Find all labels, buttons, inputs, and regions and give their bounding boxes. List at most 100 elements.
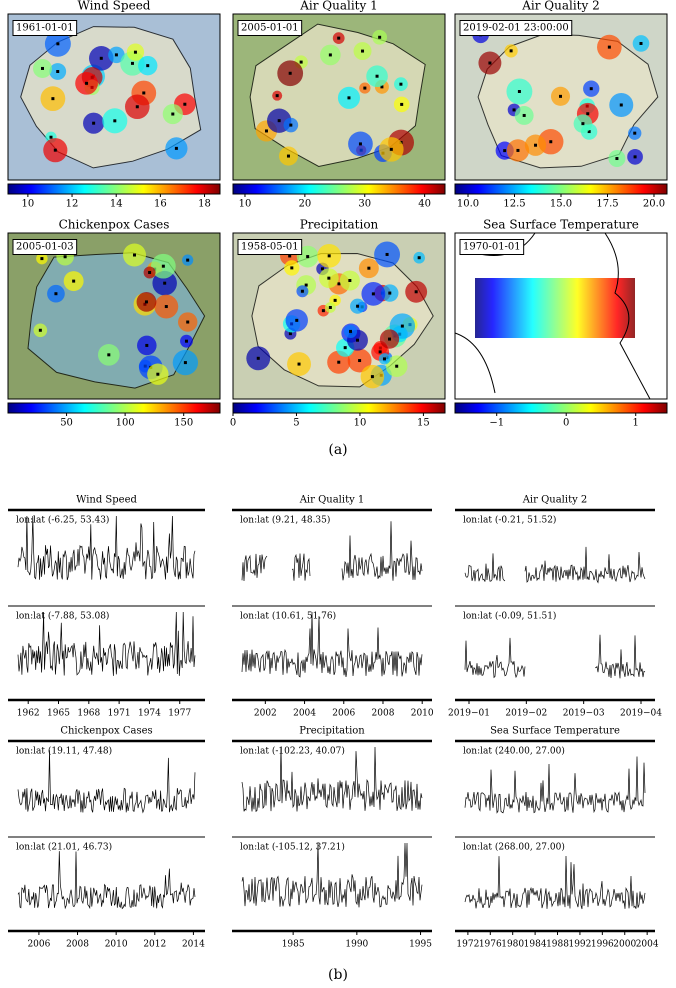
station-dot (581, 122, 585, 126)
station-dot (348, 279, 352, 283)
series-line (241, 746, 423, 813)
colorbar-tick-label: 100 (116, 418, 135, 429)
colorbar (7, 183, 221, 195)
date-label: 1970-01-01 (463, 242, 521, 253)
station-dot (113, 119, 117, 123)
station-dot (516, 148, 520, 152)
station-dot (337, 360, 341, 364)
station-dot (63, 255, 67, 259)
date-box (459, 20, 573, 36)
station-dot (174, 146, 178, 150)
colorbar-tick-label: 30 (358, 199, 371, 210)
colorbar-tick-label: 16 (154, 199, 167, 210)
station-dot (327, 276, 331, 280)
colorbar (232, 402, 446, 414)
station-dot (380, 85, 384, 89)
station-dot (256, 356, 260, 360)
station-dot (549, 140, 553, 144)
station-dot (388, 337, 392, 341)
date-label: 2019-02-01 23:00:00 (463, 23, 569, 34)
x-tick-label: 2012 (143, 940, 166, 950)
map-title: Precipitation (300, 218, 379, 232)
map-title: Air Quality 2 (521, 0, 600, 13)
station-dot (290, 266, 294, 270)
x-tick-label: 1985 (282, 940, 305, 950)
date-box (237, 20, 303, 36)
station-dot (92, 121, 96, 125)
station-dot (356, 304, 360, 308)
x-tick-label: 2010 (105, 940, 128, 950)
station-dot (161, 264, 165, 268)
x-tick-label: 1962 (17, 709, 40, 719)
map-title: Sea Surface Temperature (483, 218, 639, 232)
station-dot (288, 71, 292, 75)
colorbar-tick-label: 15.0 (550, 199, 572, 210)
station-dot (607, 45, 611, 49)
date-label: 2005-01-03 (16, 242, 74, 253)
series-line (464, 634, 646, 679)
x-tick-label: 1988 (546, 940, 569, 950)
station-dot (186, 320, 190, 324)
date-box (237, 239, 303, 255)
station-dot (328, 305, 332, 309)
station-dot (633, 131, 637, 135)
location-label: lon:lat (-6.25, 53.43) (16, 515, 109, 526)
station-dot (40, 257, 44, 261)
colorbar-tick-label: 40 (418, 199, 431, 210)
station-dot (186, 258, 190, 262)
station-dot (371, 292, 375, 296)
x-tick-label: 2006 (332, 709, 355, 719)
station-dot (414, 290, 418, 294)
series-line (241, 842, 423, 908)
station-dot (72, 279, 76, 283)
station-dot (264, 129, 268, 133)
station-dot (589, 87, 593, 91)
location-label: lon:lat (-0.09, 51.51) (463, 611, 556, 622)
station-dot (361, 49, 365, 53)
series-line (17, 851, 196, 910)
station-dot (395, 364, 399, 368)
colorbar-tick-label: 150 (174, 418, 193, 429)
colorbar-tick-label: 10.0 (457, 199, 479, 210)
station-dot (275, 94, 279, 98)
map-title: Air Quality 1 (299, 0, 378, 13)
station-dot (488, 61, 492, 65)
x-tick-label: 2019−01 (448, 709, 490, 719)
location-label: lon:lat (268.00, 27.00) (463, 842, 565, 853)
station-dot (389, 147, 393, 151)
station-dot (299, 60, 303, 64)
station-dot (142, 91, 146, 95)
station-dot (277, 119, 281, 123)
colorbar-tick-label: 20 (298, 199, 311, 210)
colorbar-tick-label: 17.5 (596, 199, 618, 210)
station-dot (358, 142, 362, 146)
station-dot (148, 270, 152, 274)
x-tick-label: 2010 (411, 709, 434, 719)
location-label: lon:lat (-0.21, 51.52) (463, 515, 556, 526)
station-dot (355, 338, 359, 342)
series-line (17, 611, 196, 676)
colorbar-tick-label: 50 (60, 418, 73, 429)
station-dot (289, 123, 293, 127)
x-tick-label: 2006 (27, 940, 50, 950)
station-dot (328, 53, 332, 57)
station-dot (288, 332, 292, 336)
station-dot (300, 289, 304, 293)
colorbar (454, 402, 668, 414)
x-tick-label: 1974 (138, 709, 161, 719)
station-dot (337, 282, 341, 286)
station-dot (56, 42, 60, 46)
station-dot (171, 112, 175, 116)
series-title: Precipitation (299, 726, 365, 737)
station-dot (382, 357, 386, 361)
colorbar (454, 183, 668, 195)
station-dot (286, 154, 290, 158)
caption-a: (a) (328, 442, 347, 458)
x-tick-label: 2004 (636, 940, 659, 950)
x-tick-label: 1980 (501, 940, 524, 950)
map-title: Chickenpox Cases (59, 218, 170, 232)
x-tick-label: 1976 (479, 940, 502, 950)
station-dot (40, 66, 44, 70)
date-label: 1958-05-01 (241, 242, 299, 253)
